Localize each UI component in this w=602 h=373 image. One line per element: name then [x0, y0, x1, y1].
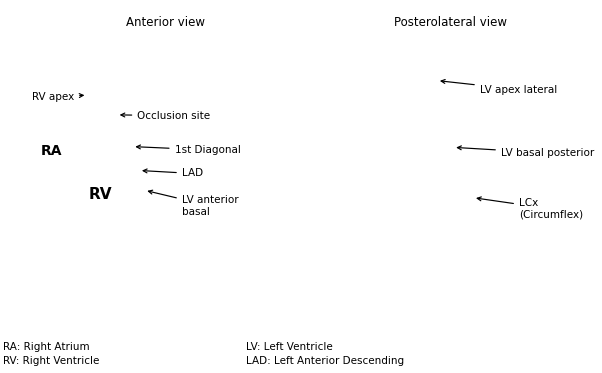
Text: Posterolateral view: Posterolateral view [394, 16, 507, 29]
Text: 1st Diagonal: 1st Diagonal [137, 145, 240, 155]
Text: LV: Left Ventricle: LV: Left Ventricle [246, 342, 332, 352]
Text: LV basal posterior: LV basal posterior [458, 146, 594, 158]
Text: LV anterior
basal: LV anterior basal [149, 190, 238, 217]
Text: LCx
(Circumflex): LCx (Circumflex) [477, 197, 583, 220]
Text: Anterior view: Anterior view [126, 16, 205, 29]
Text: RA: RA [41, 144, 63, 158]
Text: RA: Right Atrium: RA: Right Atrium [3, 342, 90, 352]
Text: LAD: Left Anterior Descending: LAD: Left Anterior Descending [246, 356, 404, 366]
Text: LAD: LAD [143, 169, 203, 178]
Text: Occlusion site: Occlusion site [121, 111, 210, 120]
Text: RV: RV [89, 187, 113, 202]
Text: RV: Right Ventricle: RV: Right Ventricle [3, 356, 99, 366]
Text: LV apex lateral: LV apex lateral [441, 79, 557, 94]
Text: RV apex: RV apex [32, 92, 83, 102]
